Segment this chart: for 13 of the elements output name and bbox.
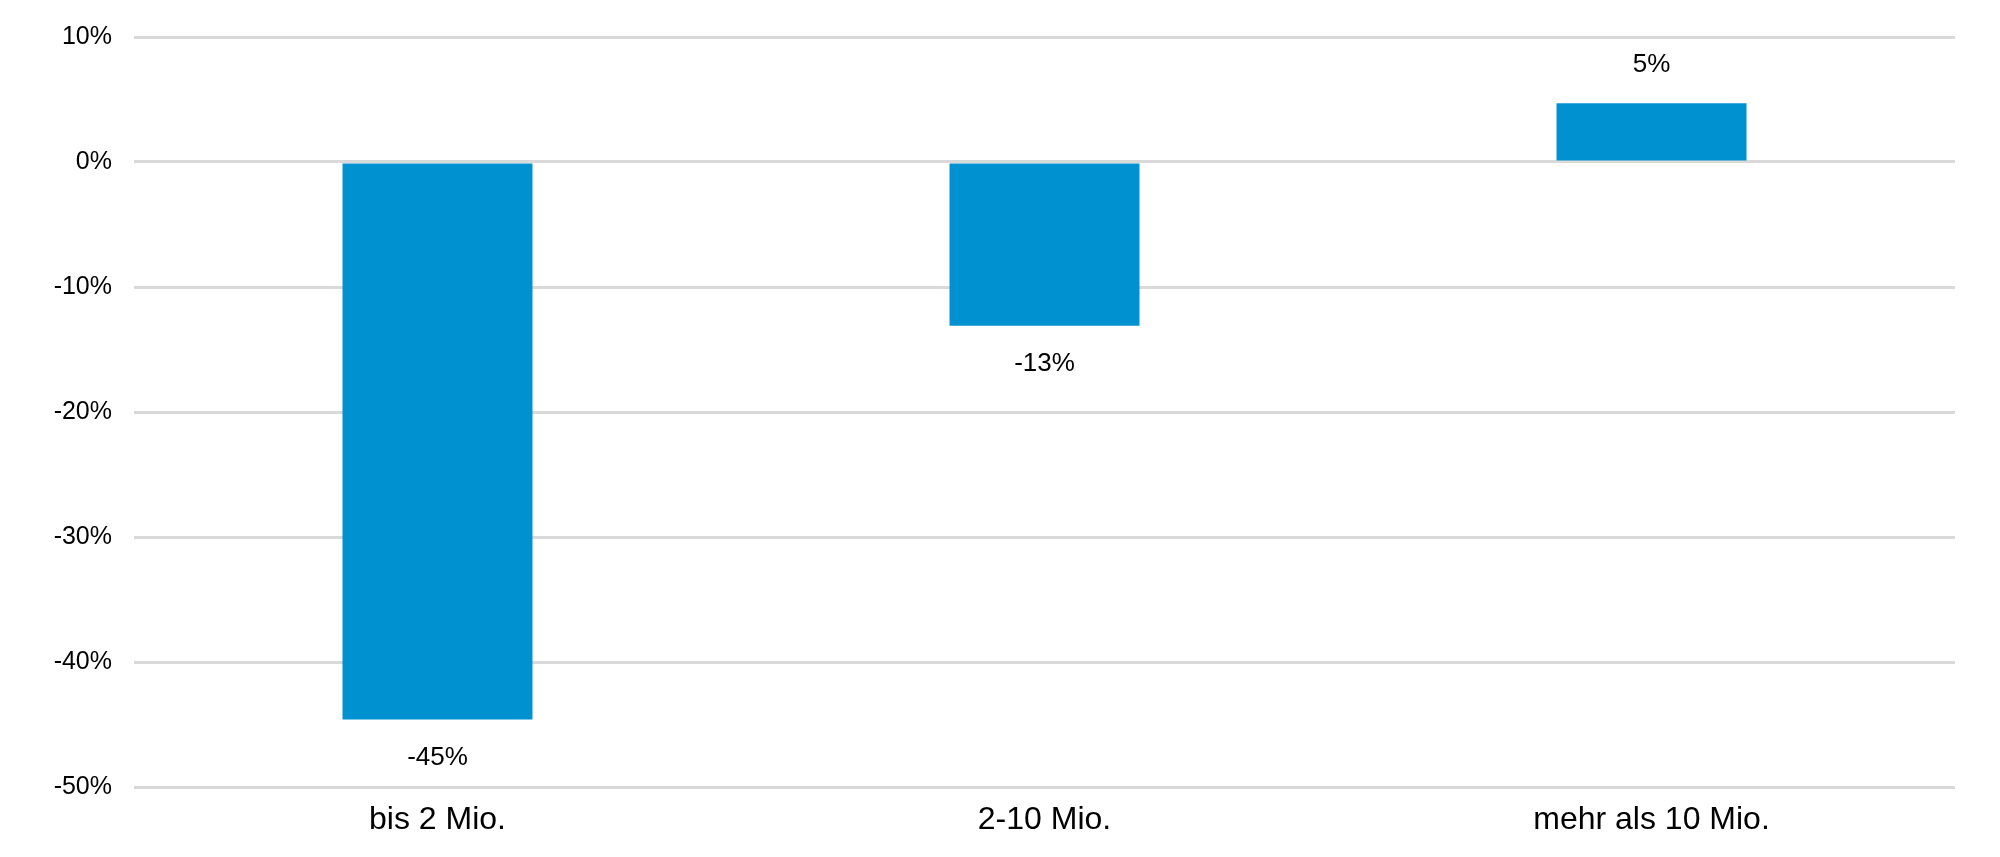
y-tick-label: -30% [53, 520, 112, 549]
x-tick-label: 2-10 Mio. [977, 800, 1112, 837]
data-label: -13% [1014, 346, 1075, 377]
x-tick-label: bis 2 Mio. [369, 800, 506, 837]
y-tick-label: -40% [53, 645, 112, 674]
y-tick-label: 0% [75, 145, 112, 174]
y-tick-label: 10% [61, 20, 112, 49]
data-label: -45% [407, 740, 468, 771]
y-tick-label: -20% [53, 395, 112, 424]
y-tick-label: -50% [53, 770, 112, 799]
data-label: 5% [1632, 48, 1671, 79]
y-tick-label: -10% [53, 270, 112, 299]
x-tick-label: mehr als 10 Mio. [1533, 800, 1770, 837]
